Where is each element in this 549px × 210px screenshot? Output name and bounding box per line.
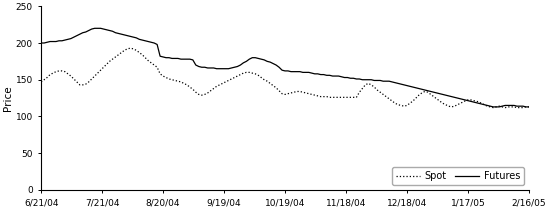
Spot [86,81,92,83]
Futures [371,79,378,82]
Futures [53,40,59,43]
Line: Spot: Spot [41,48,529,108]
Futures [418,88,425,91]
Spot [219,82,226,85]
Futures [38,42,44,44]
Futures [97,27,104,30]
Futures [490,106,496,108]
Line: Futures: Futures [41,28,529,107]
Spot [418,92,425,94]
Legend: Spot, Futures: Spot, Futures [391,167,524,185]
Spot [38,81,44,83]
Futures [219,67,226,70]
Spot [53,70,59,73]
Futures [525,106,532,108]
Spot [525,106,532,108]
Futures [91,27,98,30]
Spot [490,106,496,109]
Y-axis label: Price: Price [3,85,13,111]
Spot [127,47,133,49]
Futures [86,29,92,32]
Spot [371,86,378,88]
Spot [94,72,101,74]
